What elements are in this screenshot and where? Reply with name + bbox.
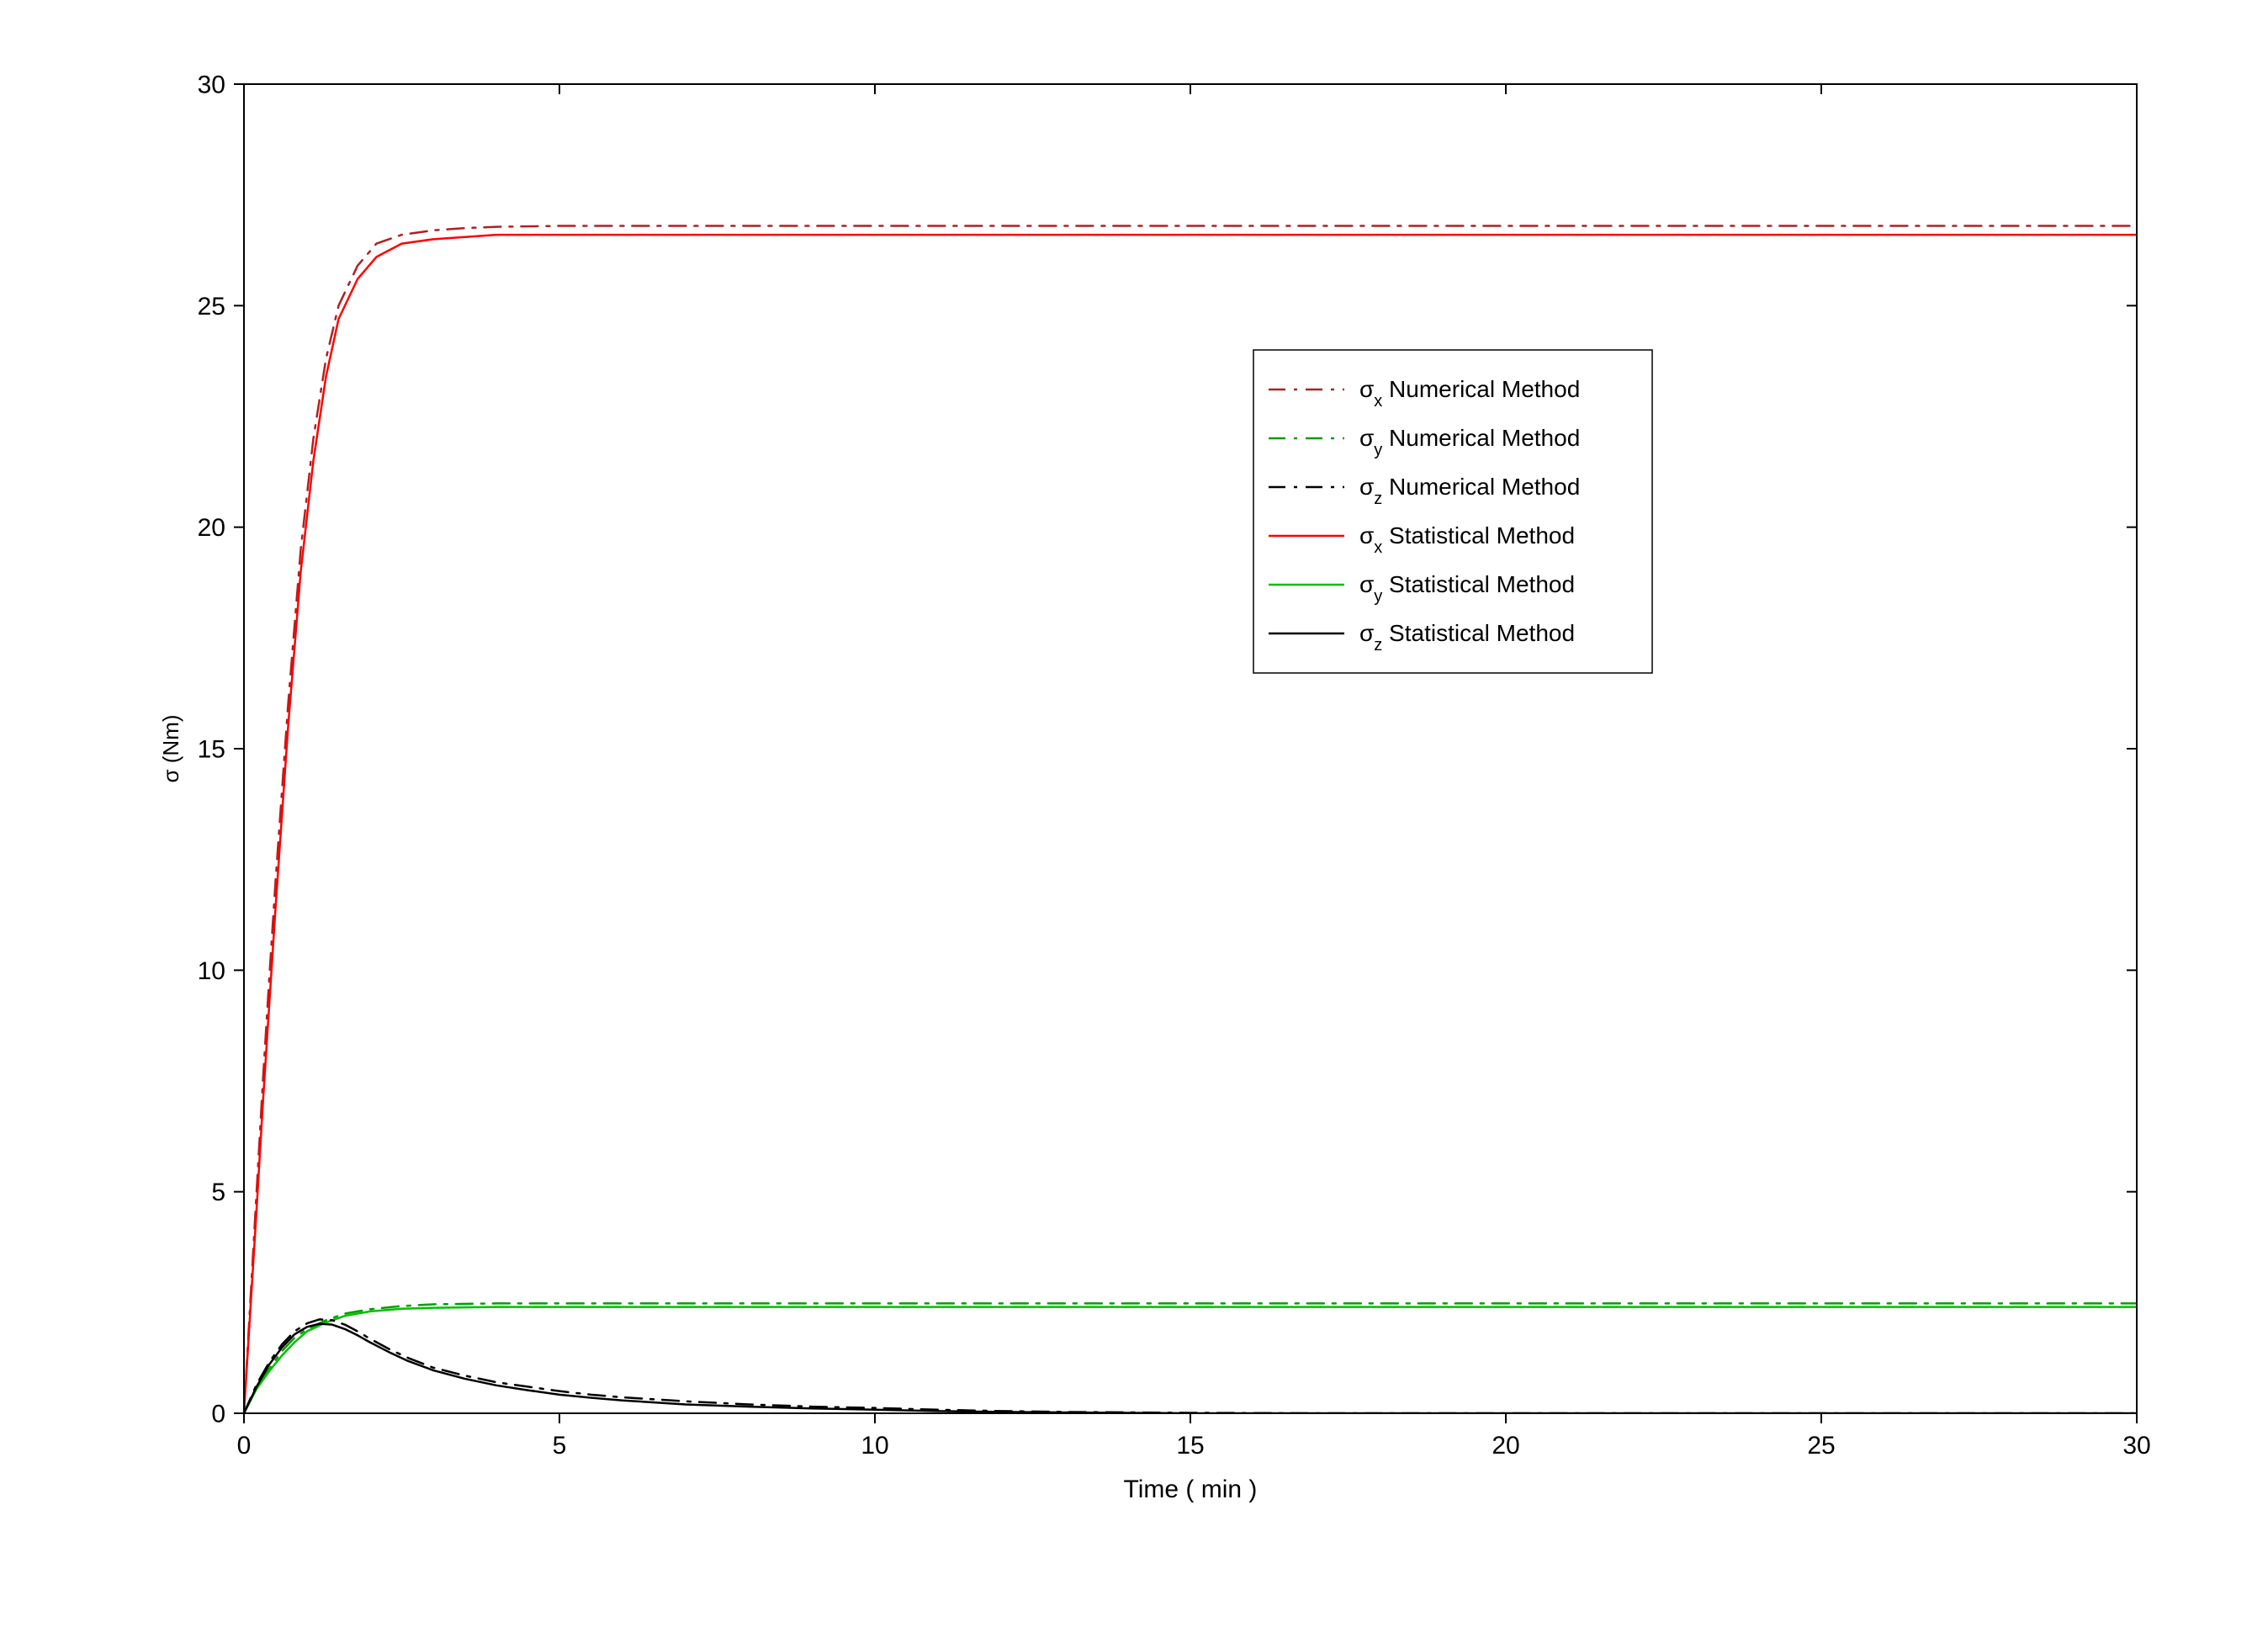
y-tick-label: 10 [198,957,225,985]
x-tick-label: 25 [1807,1432,1835,1460]
x-tick-label: 30 [2122,1432,2150,1460]
x-tick-label: 5 [553,1432,567,1460]
sigma-vs-time-chart: 0 5 10 15 20 25 30 Time ( min ) 0 5 10 15 20 25 30 σ (N… [0,0,2268,1632]
y-tick-label: 15 [198,736,225,764]
x-tick-label: 15 [1176,1432,1204,1460]
y-tick-label: 0 [211,1401,225,1428]
y-tick-label: 30 [198,72,225,99]
y-tick-label: 25 [198,293,225,321]
y-tick-label: 5 [211,1179,225,1206]
x-tick-label: 0 [237,1432,252,1460]
y-axis-label: σ (Nm) [158,714,183,782]
x-axis-label: Time ( min ) [1124,1476,1258,1503]
x-tick-label: 10 [861,1432,888,1460]
legend: σx Numerical Methodσy Numerical Methodσz… [1253,350,1652,673]
y-tick-label: 20 [198,514,225,542]
x-tick-label: 20 [1492,1432,1519,1460]
